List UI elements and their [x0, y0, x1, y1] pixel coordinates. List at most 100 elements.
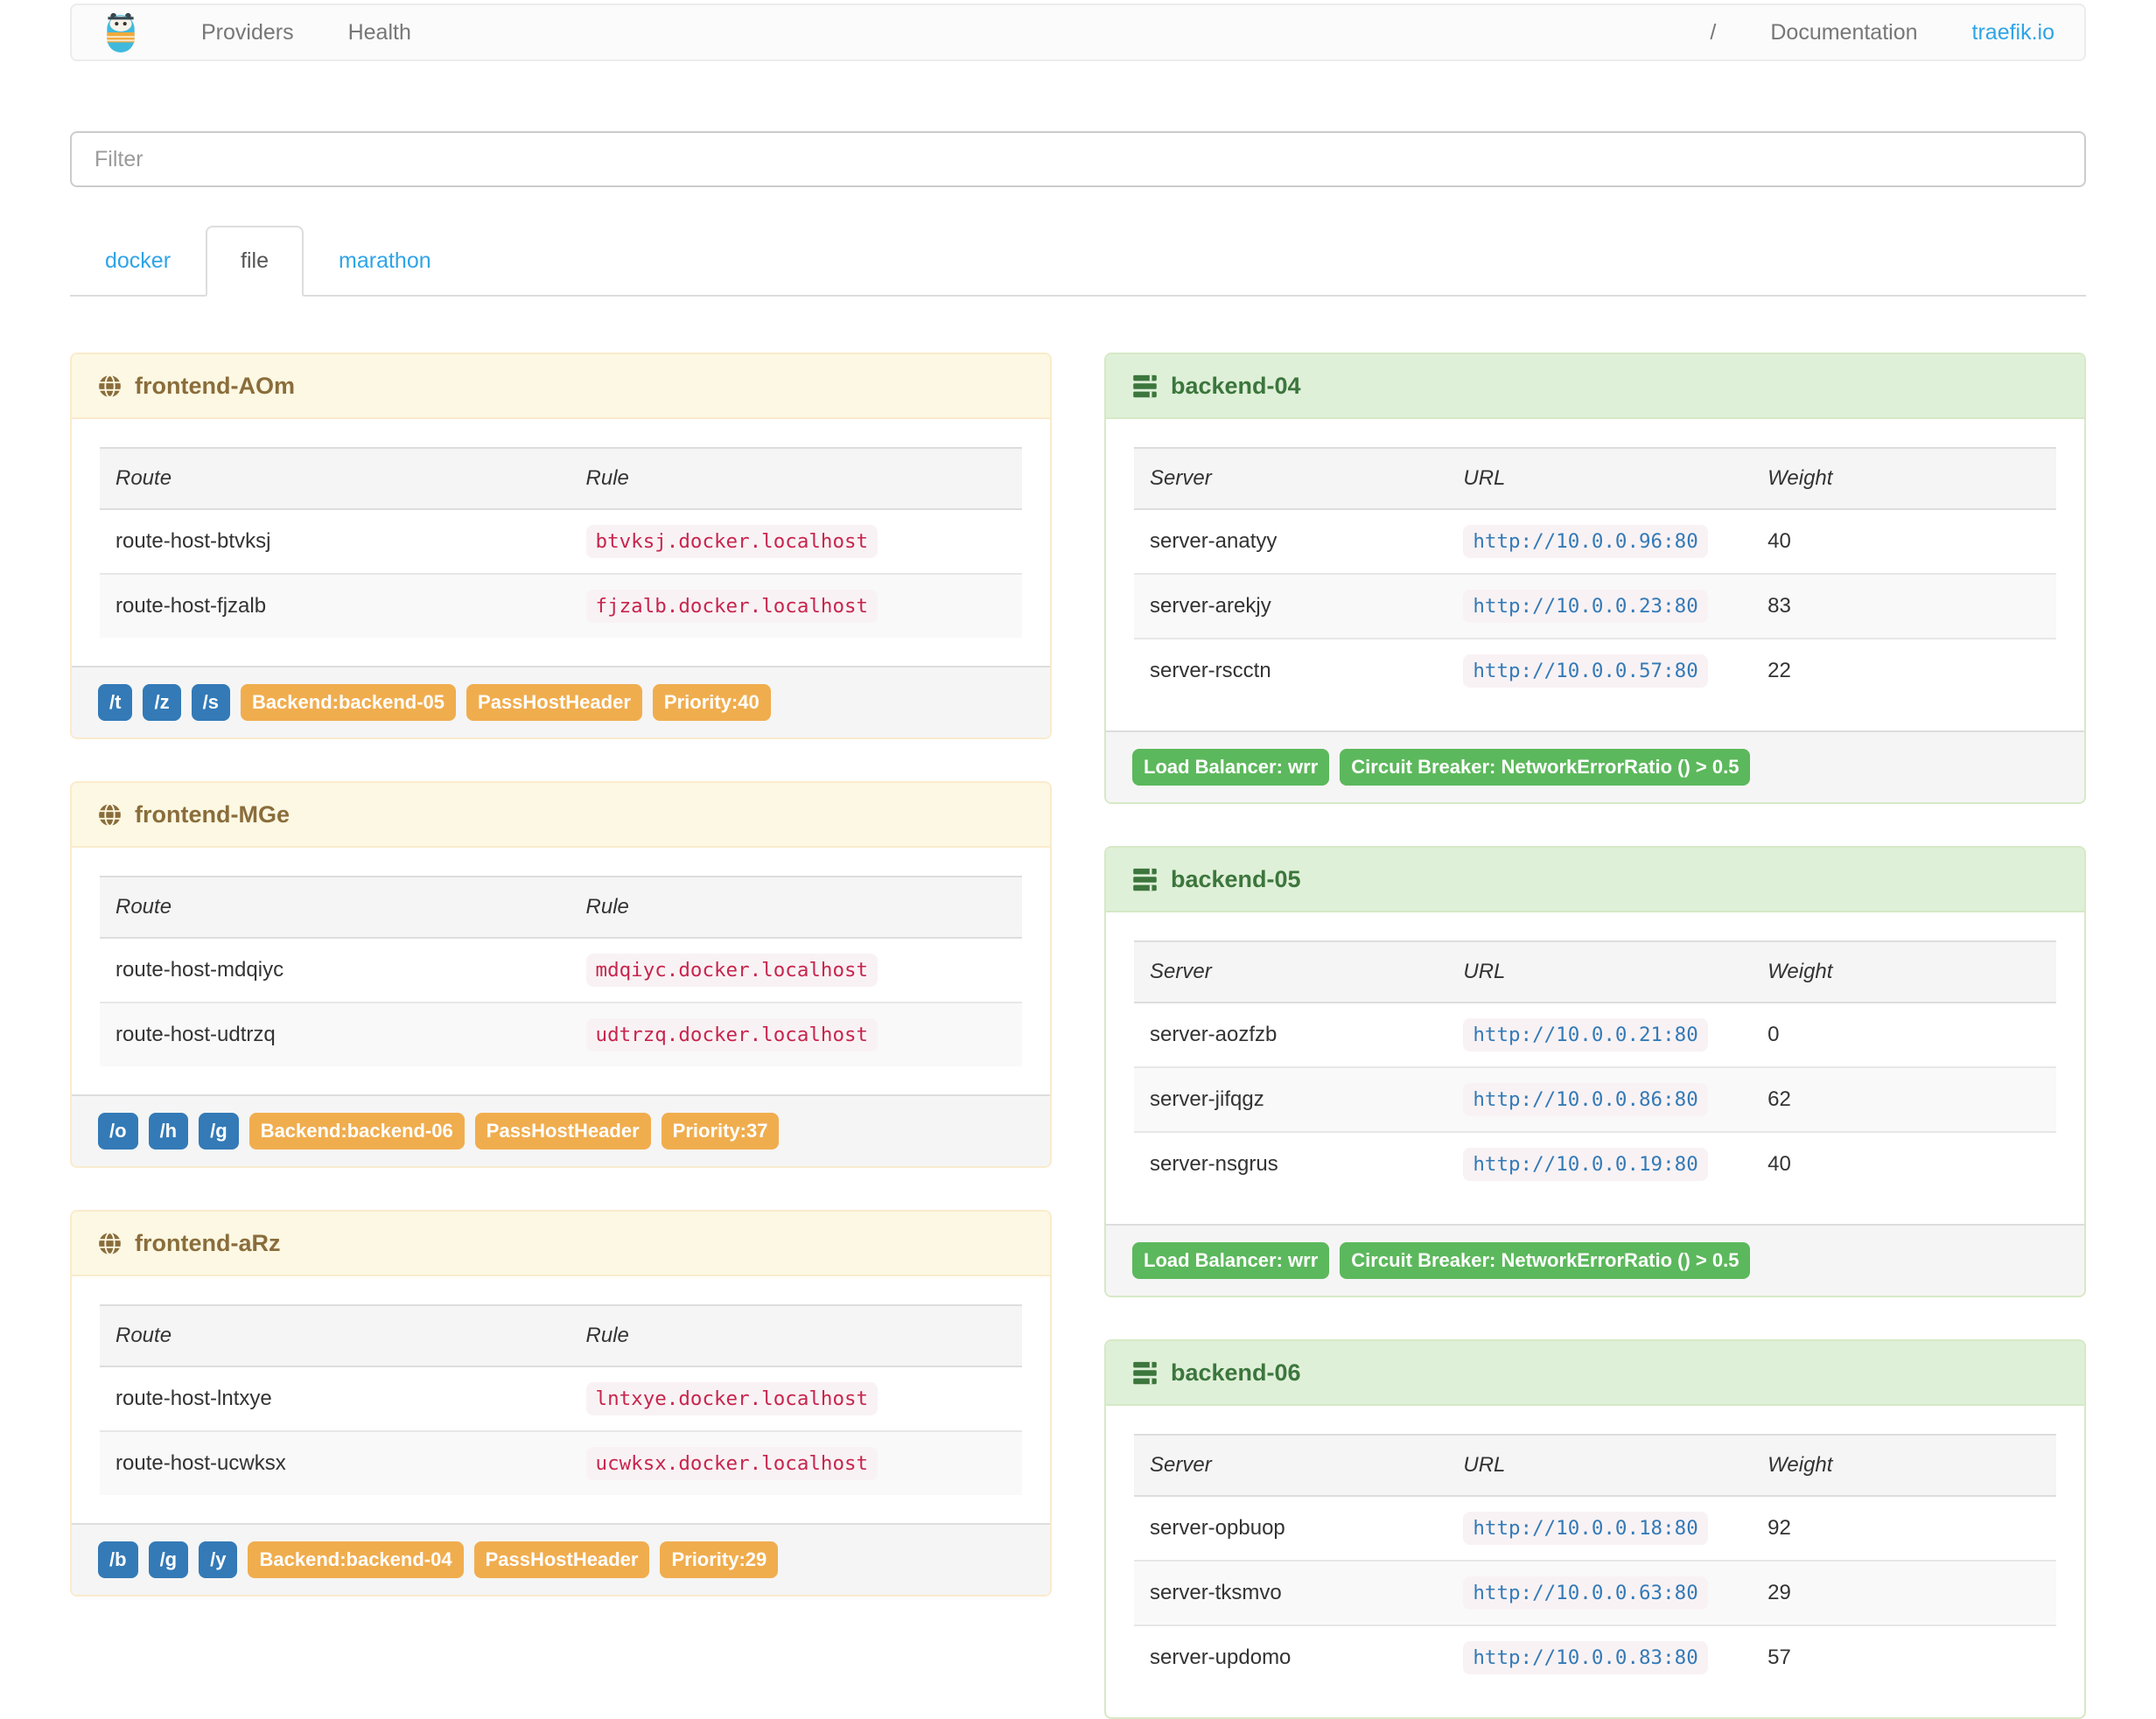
server-weight: 29: [1752, 1560, 2056, 1625]
backend-panel: backend-05 Server URL Weight server-aozfzb ht…: [1104, 846, 2086, 1297]
tab-docker[interactable]: docker: [105, 248, 172, 273]
server-weight: 83: [1752, 573, 2056, 639]
rule-cell: btvksj.docker.localhost: [570, 509, 1022, 574]
table-row: server-updomo http://10.0.0.83:80 57: [1134, 1625, 2056, 1689]
server-weight: 0: [1768, 1023, 1780, 1046]
table-row: server-nsgrus http://10.0.0.19:80 40: [1134, 1131, 2056, 1196]
frontend-panel-body: Route Rule route-host-mdqiyc mdqiyc.docker.…: [72, 848, 1050, 1094]
frontend-panel-header: frontend-AOm: [72, 354, 1050, 419]
server-name: server-aozfzb: [1150, 1023, 1278, 1046]
traefik-logo[interactable]: [102, 11, 140, 53]
frontend-panel-header: frontend-MGe: [72, 783, 1050, 848]
tab-file[interactable]: file: [206, 226, 304, 297]
routes-table: Route Rule route-host-mdqiyc mdqiyc.docker.…: [100, 876, 1022, 1066]
server-url-link[interactable]: http://10.0.0.83:80: [1463, 1641, 1708, 1674]
rule-column-header: Rule: [570, 876, 1022, 939]
route-column-header: Route: [100, 1304, 570, 1367]
server-url-link[interactable]: http://10.0.0.57:80: [1463, 654, 1708, 688]
server-url-link[interactable]: http://10.0.0.23:80: [1463, 590, 1708, 623]
rule-cell: ucwksx.docker.localhost: [570, 1430, 1022, 1495]
server-name: server-opbuop: [1150, 1516, 1285, 1540]
navbar: Providers Health / Documentation traefik…: [70, 3, 2086, 61]
path-badge: /b: [98, 1541, 138, 1578]
server-icon-glyph: [1133, 374, 1157, 397]
backend-panel-body: Server URL Weight server-aozfzb http://10.0.…: [1106, 912, 2084, 1224]
route-name: route-host-mdqiyc: [116, 958, 284, 982]
table-header-row: Route Rule: [100, 447, 1022, 510]
rule-code: btvksj.docker.localhost: [585, 525, 878, 558]
server-name: server-jifqgz: [1134, 1066, 1448, 1132]
servers-table: Server URL Weight server-opbuop http://10.0.…: [1134, 1434, 2056, 1689]
backend-title: backend-04: [1171, 372, 1301, 399]
table-row: server-aozfzb http://10.0.0.21:80 0: [1134, 1003, 2056, 1067]
nav-item-traefik-io[interactable]: traefik.io: [1971, 19, 2054, 45]
server-name: server-arekjy: [1134, 573, 1448, 639]
filter-container: [70, 131, 2086, 187]
navbar-right: / Documentation traefik.io: [1710, 20, 2054, 45]
server-name: server-nsgrus: [1134, 1131, 1448, 1196]
route-name: route-host-btvksj: [116, 529, 271, 553]
priority-badge: Priority:29: [660, 1541, 779, 1578]
frontend-panel-header: frontend-aRz: [72, 1212, 1050, 1276]
server-url-link[interactable]: http://10.0.0.19:80: [1463, 1148, 1708, 1181]
path-badge: /g: [148, 1541, 189, 1578]
rule-column-header: Rule: [570, 447, 1022, 510]
pass-host-header-badge: PassHostHeader: [466, 684, 642, 721]
navbar-left: Providers Health: [102, 11, 411, 53]
server-weight: 40: [1752, 1131, 2056, 1196]
server-url-link[interactable]: http://10.0.0.63:80: [1463, 1576, 1708, 1610]
server-icon-glyph: [1133, 868, 1157, 891]
backend-panel-body: Server URL Weight server-opbuop http://10.0.…: [1106, 1406, 2084, 1717]
server-icon-glyph: [1133, 1361, 1157, 1384]
table-header-row: Route Rule: [100, 876, 1022, 939]
backend-panel-header: backend-06: [1106, 1341, 2084, 1406]
filter-input[interactable]: [70, 131, 2086, 187]
frontend-title: frontend-MGe: [135, 800, 290, 828]
frontend-panel-footer: /o/h/g Backend:backend-06 PassHostHeader Pr…: [72, 1094, 1050, 1166]
table-row: server-jifqgz http://10.0.0.86:80 62: [1134, 1066, 2056, 1132]
content-row: frontend-AOm Route Rule route-host-btvksj bt…: [70, 353, 2086, 1719]
server-column-header: Server: [1134, 447, 1448, 510]
table-row: route-host-mdqiyc mdqiyc.docker.localhost: [100, 938, 1022, 1003]
server-name: server-tksmvo: [1134, 1560, 1448, 1625]
server-url-link[interactable]: http://10.0.0.21:80: [1463, 1018, 1708, 1052]
table-header-row: Server URL Weight: [1134, 940, 2056, 1003]
server-weight: 22: [1752, 638, 2056, 702]
route-name: route-host-udtrzq: [100, 1002, 570, 1066]
nav-item-providers[interactable]: Providers: [201, 19, 294, 45]
routes-table: Route Rule route-host-btvksj btvksj.docker.…: [100, 447, 1022, 638]
backend-panel: backend-04 Server URL Weight server-anatyy ht…: [1104, 353, 2086, 804]
rule-code: fjzalb.docker.localhost: [585, 590, 878, 623]
servers-table: Server URL Weight server-aozfzb http://10.0.…: [1134, 940, 2056, 1196]
nav-item-health[interactable]: Health: [347, 19, 411, 45]
server-url-link[interactable]: http://10.0.0.18:80: [1463, 1512, 1708, 1545]
backend-panel-header: backend-05: [1106, 848, 2084, 912]
frontend-panel: frontend-MGe Route Rule route-host-mdqiyc md…: [70, 781, 1052, 1168]
server-url-link[interactable]: http://10.0.0.96:80: [1463, 525, 1708, 558]
server-column-header: Server: [1134, 1434, 1448, 1497]
backend-title: backend-05: [1171, 865, 1301, 892]
nav-item-documentation[interactable]: Documentation: [1770, 19, 1918, 45]
backend-title: backend-06: [1171, 1359, 1301, 1386]
server-url-cell: http://10.0.0.96:80: [1447, 509, 1752, 574]
path-badge: /z: [143, 684, 181, 721]
provider-tabs: docker file marathon: [70, 226, 2086, 297]
backend-panel-body: Server URL Weight server-anatyy http://10.0.…: [1106, 419, 2084, 730]
globe-icon: [98, 374, 122, 398]
server-url-cell: http://10.0.0.23:80: [1447, 573, 1753, 639]
table-row: route-host-fjzalb fjzalb.docker.localhost: [100, 573, 1022, 638]
weight-column-header: Weight: [1752, 1434, 2056, 1497]
frontend-panel: frontend-aRz Route Rule route-host-lntxye ln…: [70, 1210, 1052, 1597]
path-badge: /y: [199, 1541, 238, 1578]
path-badge: /g: [199, 1113, 239, 1149]
table-row: server-tksmvo http://10.0.0.63:80 29: [1134, 1560, 2056, 1625]
servers-table: Server URL Weight server-anatyy http://10.0.…: [1134, 447, 2056, 702]
server-name: server-updomo: [1134, 1625, 1448, 1689]
url-column-header: URL: [1447, 940, 1753, 1003]
rule-cell: fjzalb.docker.localhost: [570, 573, 1022, 638]
backends-column: backend-04 Server URL Weight server-anatyy ht…: [1104, 353, 2086, 1719]
tab-marathon[interactable]: marathon: [339, 248, 431, 273]
table-header-row: Route Rule: [100, 1304, 1022, 1367]
server-url-link[interactable]: http://10.0.0.86:80: [1463, 1083, 1708, 1116]
load-balancer-badge: Load Balancer: wrr: [1132, 1242, 1330, 1279]
